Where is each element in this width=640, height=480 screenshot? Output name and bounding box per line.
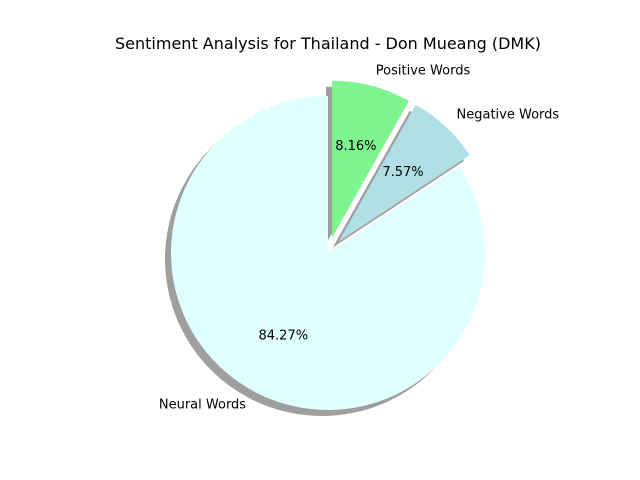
slice-percent-positive-words: 8.16% <box>335 139 376 154</box>
slice-layer <box>170 80 485 411</box>
slice-label-positive-words: Positive Words <box>376 63 471 78</box>
chart-title: Sentiment Analysis for Thailand - Don Mu… <box>115 34 541 53</box>
slice-label-negative-words: Negative Words <box>457 108 560 123</box>
slice-percent-neural-words: 84.27% <box>259 328 309 343</box>
slice-percent-negative-words: 7.57% <box>382 165 423 180</box>
slice-neural-words <box>170 96 485 411</box>
label-layer: Positive Words 8.16% Negative Words 7.57% Ne… <box>159 63 560 412</box>
slice-negative-words <box>338 104 470 242</box>
slice-positive-words <box>331 80 409 238</box>
slice-label-neural-words: Neural Words <box>159 398 246 413</box>
